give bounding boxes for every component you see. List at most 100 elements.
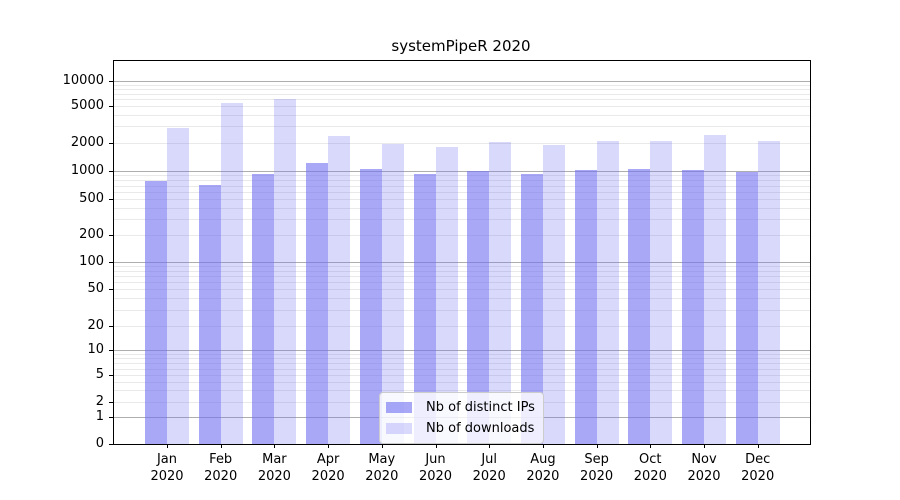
bar-feb-distinct-ips: [198, 185, 221, 444]
plot-area: 0 1 2 5 10 20 50 100 200 500 1000 2000 5000 10000 Jan…: [63, 60, 811, 484]
x-tick-label: Jul 2020: [472, 452, 506, 484]
y-tick: [109, 105, 113, 107]
bar-jul-distinct-ips: [467, 171, 490, 444]
x-tick-label: Sep 2020: [580, 452, 614, 484]
gridline-major: [114, 350, 810, 352]
gridline-minor: [114, 93, 810, 95]
y-tick: [109, 288, 113, 290]
gridline-minor: [114, 105, 810, 107]
bar-jun-distinct-ips: [413, 173, 436, 444]
y-tick: [109, 81, 113, 82]
gridline-minor: [114, 175, 810, 177]
bar-may-downloads: [381, 144, 404, 444]
bar-mar-downloads: [274, 99, 297, 444]
gridline-minor: [114, 185, 810, 187]
x-tick: [596, 444, 598, 448]
gridline-minor: [114, 126, 810, 128]
y-tick-label: 100: [79, 254, 104, 269]
y-tick: [109, 262, 113, 263]
x-tick: [650, 444, 652, 448]
x-tick-label: Aug 2020: [526, 452, 560, 484]
bar-jan-distinct-ips: [145, 180, 167, 444]
y-tick-label: 50: [87, 280, 104, 296]
bar-nov-distinct-ips: [682, 170, 704, 444]
gridline-minor: [114, 114, 810, 116]
gridline-minor: [114, 208, 810, 210]
gridline-minor: [114, 180, 810, 182]
gridline-minor: [114, 375, 810, 376]
gridline-minor: [114, 326, 810, 327]
bar-jul-downloads: [489, 141, 512, 444]
x-tick-label: Oct 2020: [633, 452, 667, 484]
gridline-major: [114, 171, 810, 172]
y-tick-label: 20: [87, 318, 104, 333]
y-tick-label: 1: [95, 409, 104, 425]
x-tick-label: Dec 2020: [741, 452, 775, 484]
gridline-major: [114, 262, 810, 263]
x-tick: [435, 444, 437, 448]
gridline-minor: [114, 288, 810, 290]
x-tick: [704, 444, 705, 448]
x-tick: [381, 444, 383, 448]
gridline-minor: [114, 368, 810, 370]
legend-row-distinct-ips: Nb of distinct IPs: [386, 399, 535, 416]
bar-mar-distinct-ips: [252, 174, 275, 444]
gridline-minor: [114, 266, 810, 268]
gridline-minor: [114, 199, 810, 201]
gridline-minor: [114, 88, 810, 90]
y-tick: [109, 350, 113, 352]
bar-apr-distinct-ips: [306, 162, 329, 444]
bar-sep-downloads: [596, 140, 619, 444]
gridline-minor: [114, 297, 810, 299]
gridline-minor: [114, 270, 810, 272]
bar-may-distinct-ips: [359, 168, 382, 444]
y-tick: [109, 199, 113, 201]
x-tick: [757, 444, 759, 448]
bar-dec-distinct-ips: [735, 171, 758, 444]
y-tick-label: 2: [95, 394, 104, 409]
x-tick-label: Apr 2020: [311, 452, 345, 484]
x-tick-label: Jun 2020: [418, 452, 453, 484]
y-tick-label: 2000: [70, 134, 104, 150]
y-tick: [109, 142, 113, 144]
legend-row-downloads: Nb of downloads: [386, 420, 535, 437]
y-tick: [109, 235, 113, 237]
gridline-minor: [114, 281, 810, 283]
y-tick: [109, 417, 113, 419]
gridline-minor: [114, 354, 810, 356]
y-tick-label: 1000: [70, 163, 104, 178]
bar-dec-downloads: [757, 140, 780, 444]
gridline-minor: [114, 142, 810, 144]
gridline-minor: [114, 235, 810, 237]
y-tick: [109, 375, 113, 376]
bar-oct-distinct-ips: [628, 168, 651, 444]
legend-label-distinct-ips: Nb of distinct IPs: [426, 400, 535, 415]
x-tick: [542, 444, 544, 448]
x-tick: [328, 444, 330, 448]
bar-nov-downloads: [704, 135, 726, 444]
bar-jan-downloads: [167, 128, 189, 444]
y-tick-label: 5000: [70, 97, 104, 113]
bar-sep-distinct-ips: [574, 170, 597, 444]
gridline-minor: [114, 390, 810, 392]
bar-feb-downloads: [220, 103, 243, 444]
gridline-minor: [114, 381, 810, 383]
gridline-minor: [114, 275, 810, 277]
gridline-minor: [114, 219, 810, 221]
gridline-minor: [114, 84, 810, 86]
x-tick: [167, 444, 168, 448]
legend-label-downloads: Nb of downloads: [426, 421, 535, 436]
legend-swatch-distinct-ips: [386, 402, 412, 413]
x-tick-label: May 2020: [365, 452, 399, 484]
y-tick-label: 0: [95, 435, 104, 451]
y-tick: [109, 402, 113, 403]
gridline-minor: [114, 309, 810, 311]
y-tick: [109, 443, 113, 445]
y-tick: [109, 326, 113, 327]
bar-oct-downloads: [650, 140, 673, 444]
y-tick-label: 10: [87, 342, 104, 358]
y-tick-label: 200: [79, 227, 104, 243]
y-tick-label: 10000: [62, 73, 104, 88]
x-tick-label: Jan 2020: [150, 452, 184, 484]
chart-title: systemPipeR 2020: [391, 37, 531, 55]
